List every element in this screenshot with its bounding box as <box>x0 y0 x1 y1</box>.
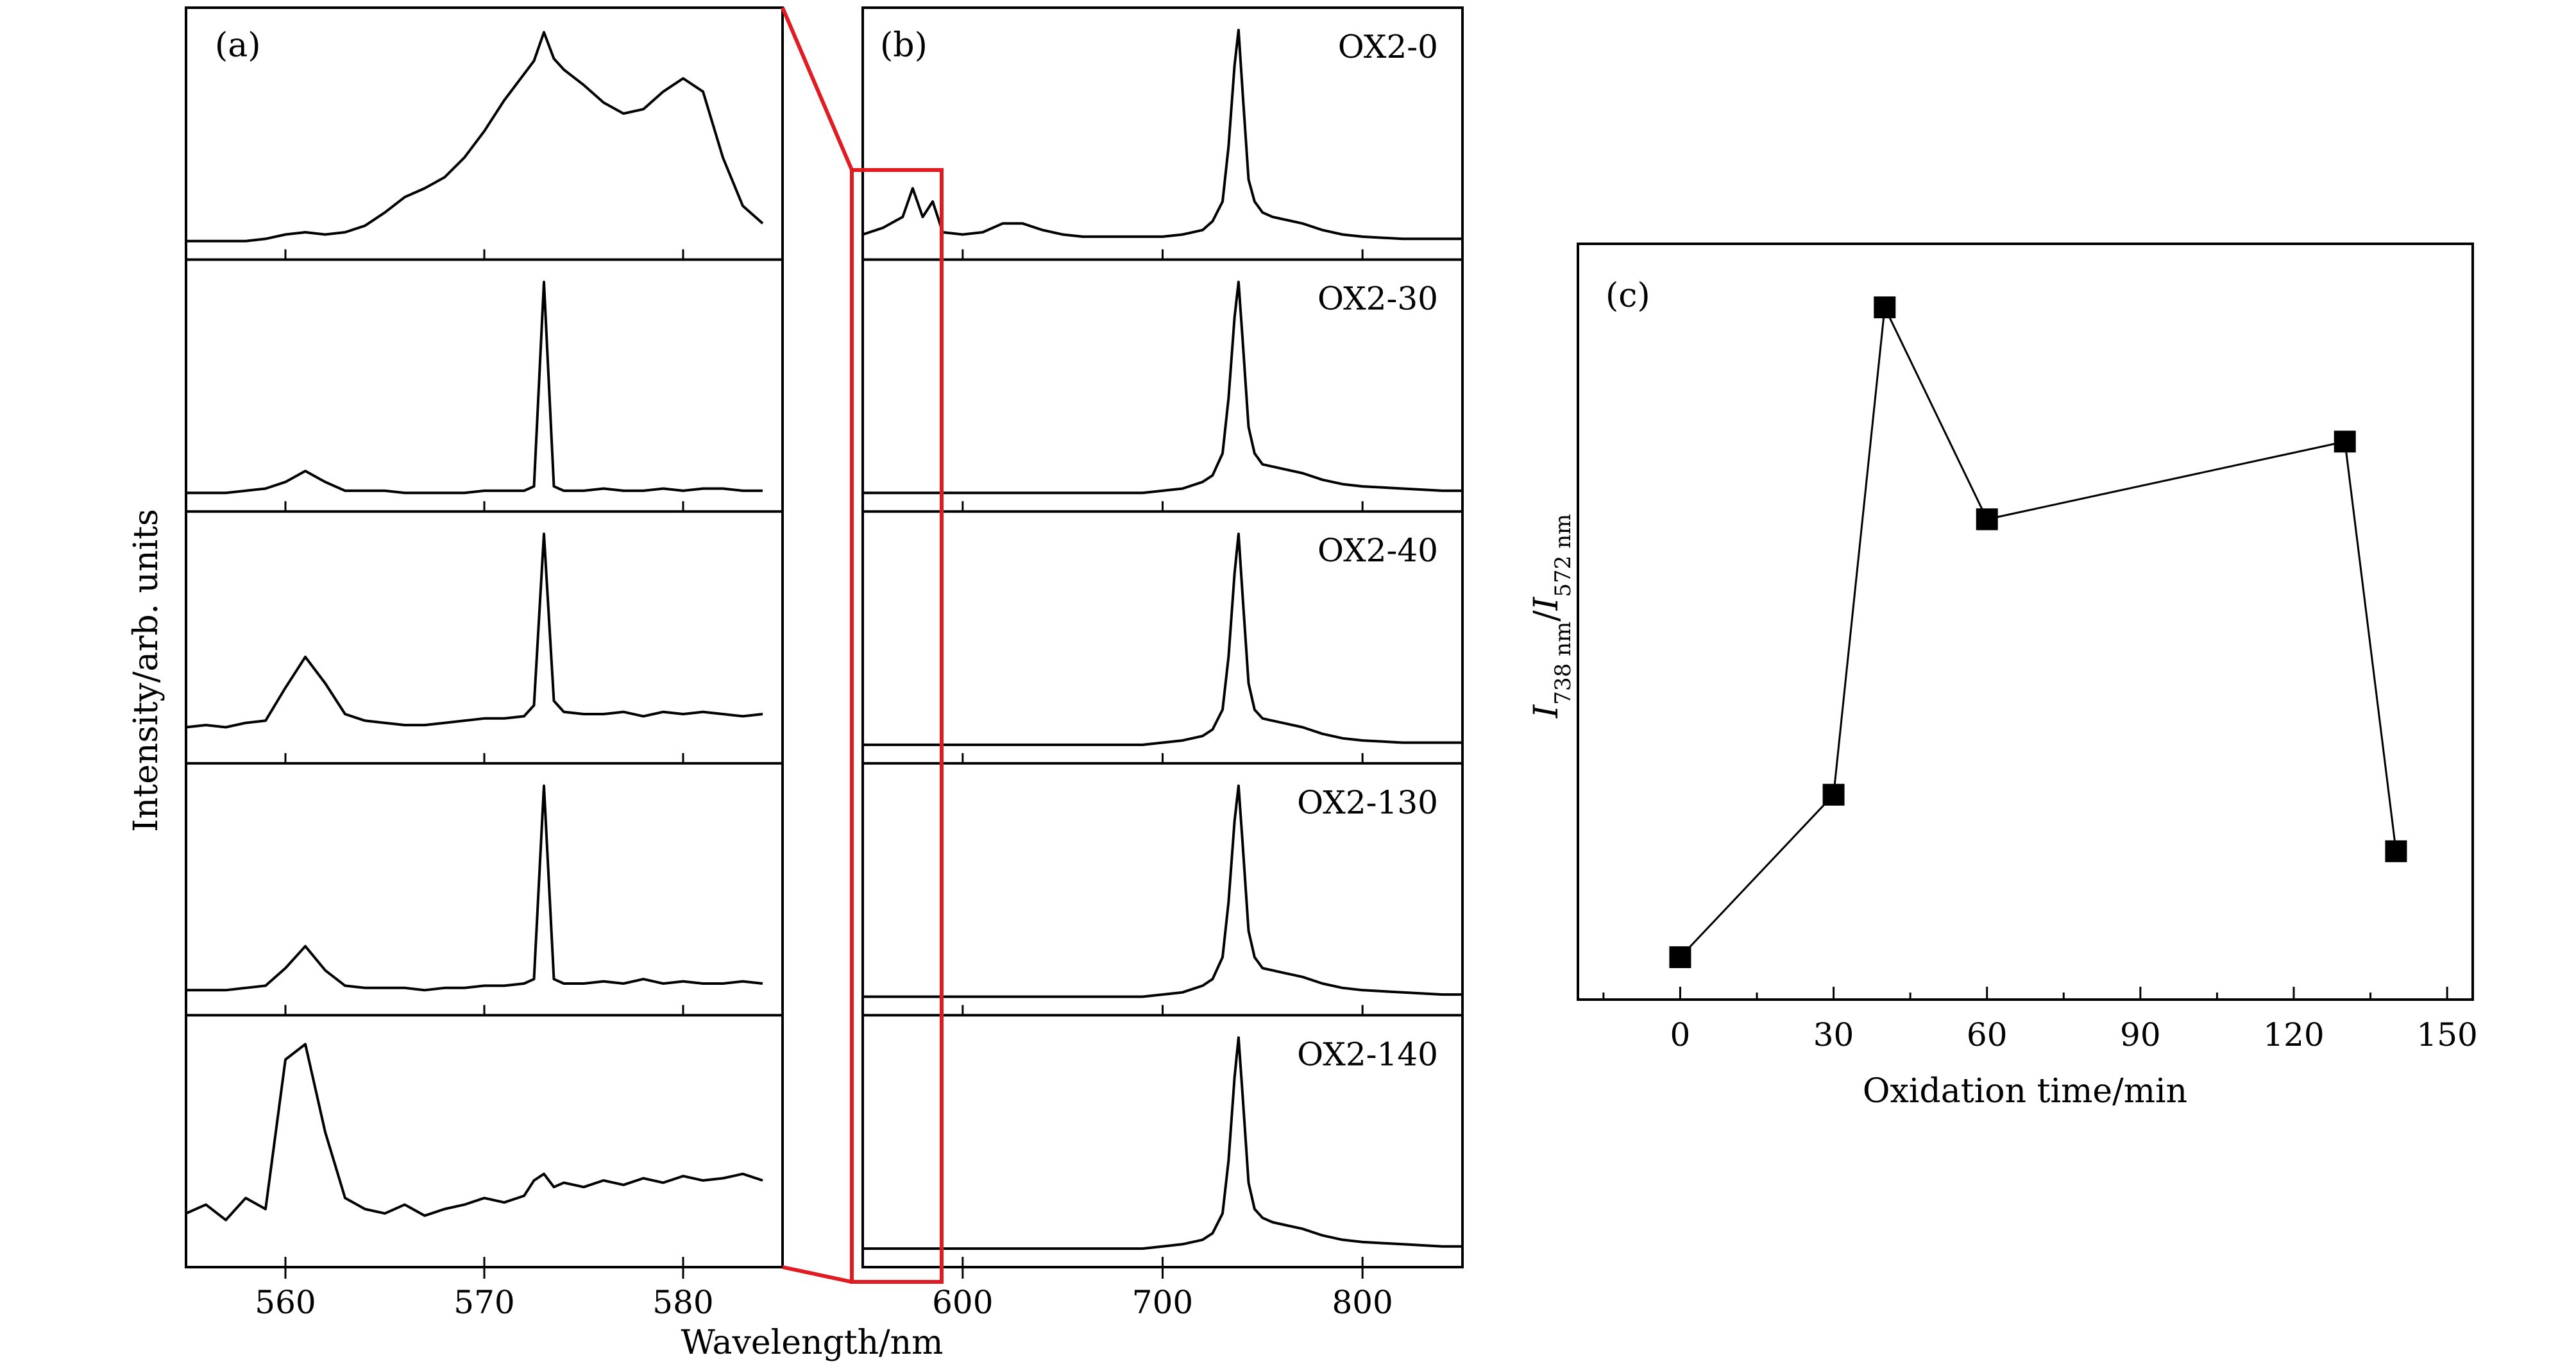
x-tick-label-800: 800 <box>1332 1284 1393 1321</box>
x-tick-label-700: 700 <box>1132 1284 1193 1321</box>
y-axis-title-intensity-ratio: I738 nm/I572 nm <box>1527 514 1576 719</box>
zoom-connector-bottom <box>782 1265 852 1284</box>
panel-b-label: (b) <box>880 26 928 65</box>
spectrum-b-ox2-40 <box>863 533 1462 746</box>
c-x-tick-label-120: 120 <box>2263 1016 2324 1053</box>
ratio-slash: / <box>1527 610 1566 622</box>
ratio-denominator-subscript: 572 nm <box>1550 514 1576 597</box>
panel-c-label: (c) <box>1606 277 1650 315</box>
zoom-box <box>850 168 944 1284</box>
panel-b-series-labels: OX2-0 OX2-30 OX2-40 OX2-130 OX2-140 <box>1297 28 1438 1073</box>
spectrum-a-ox2-30 <box>186 280 763 495</box>
x-axis-title-oxidation-time: Oxidation time/min <box>1863 1072 2187 1111</box>
c-x-tick-label-150: 150 <box>2416 1016 2477 1053</box>
panel-c-plot <box>1669 296 2407 968</box>
series-label-ox2-130: OX2-130 <box>1297 784 1438 821</box>
c-x-tick-label-30: 30 <box>1813 1016 1854 1053</box>
spectrum-a-ox2-140 <box>185 1043 763 1222</box>
panel-b-spectra <box>862 28 1462 1250</box>
zoom-indicator <box>781 6 944 1284</box>
data-point-30-min <box>1822 783 1845 806</box>
panel-c: 0 30 60 90 120 150 (c) Oxidation time/min I73… <box>1527 243 2478 1111</box>
zoom-connector-top <box>781 6 854 171</box>
spectrum-b-ox2-130 <box>863 784 1462 998</box>
x-tick-label-580: 580 <box>652 1284 713 1321</box>
spectrum-a-ox2-0 <box>186 31 764 243</box>
data-point-130-min <box>2334 431 2356 453</box>
x-tick-label-560: 560 <box>255 1284 316 1321</box>
series-label-ox2-40: OX2-40 <box>1318 532 1438 569</box>
panel-b-frame <box>861 6 1464 1268</box>
data-point-60-min <box>1976 508 1998 531</box>
panel-b-x-ticks: 600 700 800 <box>932 249 1393 1321</box>
panel-a-x-ticks: 560 570 580 <box>255 249 714 1321</box>
ratio-denominator-symbol: I <box>1527 596 1566 611</box>
panel-c-x-ticks: 0 30 60 90 120 150 <box>1602 987 2478 1053</box>
spectrum-b-ox2-30 <box>863 280 1462 495</box>
panel-a-outer-frame <box>185 6 784 1268</box>
x-tick-label-570: 570 <box>453 1284 514 1321</box>
data-point-0-min <box>1669 946 1691 968</box>
x-axis-title-wavelength: Wavelength/nm <box>681 1324 944 1362</box>
panel-b: 600 700 800 (b) OX2-0OX2-30OX2-40OX2-130OX… <box>861 6 1464 1321</box>
panel-a-spectra <box>185 31 764 1222</box>
ratio-numerator-subscript: 738 nm <box>1550 622 1576 705</box>
y-axis-title-intensity: Intensity/arb. units <box>127 509 165 832</box>
spectrum-a-ox2-130 <box>186 784 763 992</box>
x-tick-label-600: 600 <box>932 1284 993 1321</box>
data-point-40-min <box>1874 296 1896 319</box>
c-x-tick-label-0: 0 <box>1670 1016 1691 1053</box>
series-label-ox2-0: OX2-0 <box>1338 28 1438 65</box>
data-point-140-min <box>2385 840 2407 862</box>
spectrum-a-ox2-40 <box>185 533 763 729</box>
panel-a-frame <box>185 6 784 1268</box>
panel-b-outer-frame <box>861 6 1464 1268</box>
panel-a-label: (a) <box>215 26 261 65</box>
c-x-tick-label-90: 90 <box>2120 1016 2161 1053</box>
c-x-tick-label-60: 60 <box>1967 1016 2008 1053</box>
spectrum-b-ox2-140 <box>863 1036 1462 1250</box>
series-label-ox2-30: OX2-30 <box>1318 280 1438 318</box>
series-label-ox2-140: OX2-140 <box>1297 1036 1438 1073</box>
spectrum-b-ox2-0 <box>862 28 1462 241</box>
panel-c-frame <box>1577 243 2474 1001</box>
ratio-numerator-symbol: I <box>1527 704 1566 719</box>
panel-a: 560 570 580 (a) Wavelength/nm Intensity/ar… <box>127 6 944 1362</box>
ratio-connecting-line <box>1679 303 2397 958</box>
